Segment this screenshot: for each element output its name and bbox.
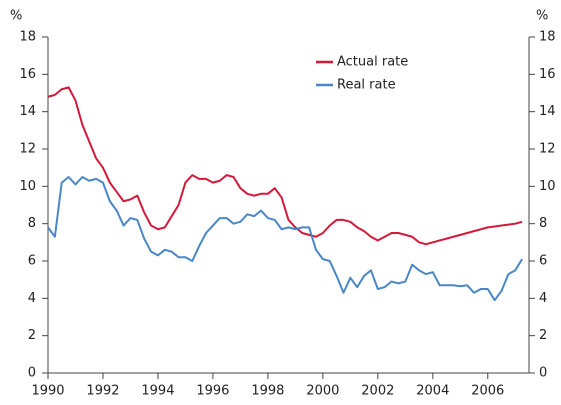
y-tick-label: 18 [19, 30, 36, 45]
x-tick-label: 1990 [31, 384, 64, 399]
x-tick-label: 1994 [141, 384, 174, 399]
y2-tick-label: 14 [539, 104, 556, 119]
y-tick-label: 2 [28, 328, 36, 343]
x-tick-label: 2000 [306, 384, 339, 399]
y2-tick-label: 18 [539, 30, 556, 45]
y2-tick-label: 16 [539, 67, 556, 82]
y-tick-label: 4 [28, 291, 36, 306]
y2-tick-label: 0 [539, 366, 547, 381]
y2-axis-label: % [536, 9, 548, 24]
x-tick-label: 2004 [416, 384, 449, 399]
line-series [47, 176, 523, 302]
y2-tick-label: 10 [539, 179, 556, 194]
y-tick-label: 16 [19, 67, 36, 82]
y-tick-label: 12 [19, 142, 36, 157]
legend-label: Actual rate [337, 55, 408, 70]
y-tick-label: 6 [28, 254, 36, 269]
y2-tick-label: 2 [539, 328, 547, 343]
y2-tick-label: 12 [539, 142, 556, 157]
x-tick-label: 2006 [471, 384, 504, 399]
line-series [47, 86, 523, 246]
y-tick-label: 14 [19, 104, 36, 119]
x-tick-label: 2002 [361, 384, 394, 399]
y2-tick-label: 6 [539, 254, 547, 269]
x-tick-label: 1992 [86, 384, 119, 399]
y-axis-label: % [10, 9, 22, 24]
legend-label: Real rate [337, 78, 396, 93]
y-tick-label: 8 [28, 216, 36, 231]
x-tick-label: 1998 [251, 384, 284, 399]
y2-tick-label: 4 [539, 291, 547, 306]
y2-tick-label: 8 [539, 216, 547, 231]
y-tick-label: 0 [28, 366, 36, 381]
y-tick-label: 10 [19, 179, 36, 194]
x-tick-label: 1996 [196, 384, 229, 399]
